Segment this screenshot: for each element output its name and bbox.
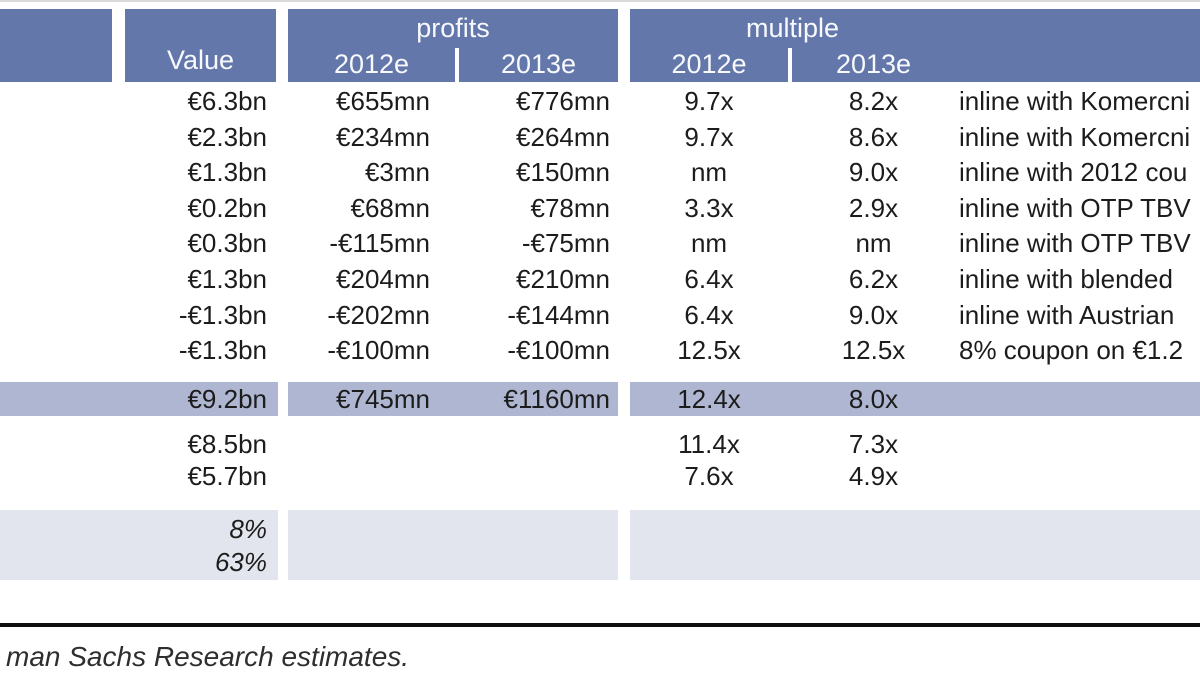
cell-multiple-2012e: nm bbox=[690, 228, 728, 259]
cell-value: €1.3bn bbox=[187, 264, 267, 294]
cell-profits-2013e: €264mn bbox=[516, 121, 610, 152]
highlight-band bbox=[288, 382, 618, 416]
top-divider-line bbox=[0, 0, 1200, 2]
cell-multiple-2013e: 9.0x bbox=[848, 157, 899, 188]
table-row: €8.5bn 11.4x 7.3x bbox=[0, 428, 1200, 460]
cell-profits-2012e: €745mn bbox=[336, 384, 430, 414]
header-column-divider bbox=[788, 48, 792, 82]
cell-profits-2013e: -€100mn bbox=[507, 335, 610, 366]
header-value-block: Value bbox=[125, 9, 276, 82]
cell-comment: inline with blended bbox=[959, 264, 1173, 294]
table-row: -€1.3bn -€100mn -€100mn 12.5x 12.5x 8% coupon… bbox=[0, 333, 1200, 369]
cell-value: -€1.3bn bbox=[178, 299, 267, 330]
table-row: €6.3bn €655mn €776mn 9.7x 8.2x inline with Ko… bbox=[0, 84, 1200, 120]
column-header-value: Value bbox=[166, 45, 235, 75]
cell-multiple-2012e: 6.4x bbox=[684, 299, 734, 330]
column-header-profits-2013e: 2013e bbox=[500, 49, 577, 79]
highlight-band bbox=[0, 382, 278, 416]
cell-profits-2012e: €3mn bbox=[364, 157, 430, 188]
cell-value: 8% bbox=[229, 514, 267, 544]
header-profits-block: profits 2012e 2013e bbox=[288, 9, 618, 82]
cell-multiple-2012e: 12.5x bbox=[677, 335, 741, 366]
column-header-profits-2012e: 2012e bbox=[333, 49, 410, 79]
header-multiple-block: multiple 2012e 2013e bbox=[630, 9, 1200, 82]
table-row: 8% bbox=[0, 513, 1200, 546]
cell-profits-2012e: -€202mn bbox=[327, 299, 430, 330]
column-header-multiple-2012e: 2012e bbox=[671, 49, 747, 79]
cell-comment: inline with OTP TBV bbox=[959, 228, 1191, 259]
cell-comment: inline with Komercni bbox=[959, 86, 1191, 116]
cell-value: €1.3bn bbox=[187, 157, 267, 188]
cell-value: €5.7bn bbox=[187, 461, 267, 491]
cell-multiple-2012e: 3.3x bbox=[684, 192, 734, 223]
cell-multiple-2013e: nm bbox=[855, 228, 892, 259]
cell-profits-2012e: €234mn bbox=[336, 121, 430, 152]
group-header-multiple: multiple bbox=[745, 13, 840, 43]
cell-value: 63% bbox=[214, 547, 267, 577]
cell-multiple-2012e: nm bbox=[690, 157, 728, 188]
table-row: €1.3bn €204mn €210mn 6.4x 6.2x inline with bl… bbox=[0, 262, 1200, 298]
cell-value: -€1.3bn bbox=[178, 335, 267, 366]
cell-multiple-2012e: 12.4x bbox=[677, 384, 741, 414]
header-label-column-block bbox=[0, 9, 112, 82]
table-row: 63% bbox=[0, 546, 1200, 579]
source-note: man Sachs Research estimates. bbox=[6, 641, 410, 672]
cell-value: €0.2bn bbox=[187, 192, 267, 223]
cell-multiple-2013e: 9.0x bbox=[848, 299, 899, 330]
cell-multiple-2013e: 4.9x bbox=[848, 461, 899, 491]
table-total-row: €9.2bn €745mn €1160mn 12.4x 8.0x bbox=[0, 382, 1200, 416]
column-header-multiple-2013e: 2013e bbox=[835, 49, 912, 79]
shaded-section-left bbox=[0, 510, 278, 580]
header-column-divider bbox=[455, 48, 459, 82]
cell-multiple-2012e: 7.6x bbox=[684, 461, 734, 491]
table-row: €0.2bn €68mn €78mn 3.3x 2.9x inline with OTP … bbox=[0, 191, 1200, 227]
table-row: €2.3bn €234mn €264mn 9.7x 8.6x inline with Ko… bbox=[0, 120, 1200, 156]
cell-profits-2012e: €655mn bbox=[336, 86, 430, 116]
cell-multiple-2012e: 11.4x bbox=[678, 429, 740, 459]
highlight-band bbox=[630, 382, 1200, 416]
cell-multiple-2012e: 6.4x bbox=[684, 264, 734, 294]
cell-multiple-2013e: 8.0x bbox=[848, 384, 899, 414]
cell-multiple-2013e: 6.2x bbox=[848, 264, 899, 294]
table-row: €5.7bn 7.6x 4.9x bbox=[0, 460, 1200, 492]
cell-profits-2013e: €776mn bbox=[516, 86, 610, 116]
table-row: €1.3bn €3mn €150mn nm 9.0x inline with 2012 c… bbox=[0, 155, 1200, 191]
cell-profits-2013e: €1160mn bbox=[503, 384, 611, 414]
cell-comment: inline with OTP TBV bbox=[959, 192, 1191, 223]
cell-profits-2013e: €150mn bbox=[516, 157, 610, 188]
bottom-rule bbox=[0, 623, 1200, 627]
cell-profits-2012e: €68mn bbox=[350, 192, 431, 223]
shaded-section-middle bbox=[288, 510, 618, 580]
cell-multiple-2013e: 8.2x bbox=[848, 86, 899, 116]
cell-multiple-2013e: 12.5x bbox=[841, 335, 906, 366]
cell-multiple-2012e: 9.7x bbox=[684, 86, 734, 116]
cell-comment: 8% coupon on €1.2 bbox=[959, 335, 1184, 366]
cell-profits-2013e: -€144mn bbox=[507, 299, 610, 330]
cell-comment: inline with Austrian bbox=[959, 299, 1175, 330]
table-row: -€1.3bn -€202mn -€144mn 6.4x 9.0x inline with… bbox=[0, 298, 1200, 334]
cell-multiple-2013e: 7.3x bbox=[848, 429, 899, 459]
cell-comment: inline with 2012 cou bbox=[959, 157, 1188, 188]
cell-profits-2013e: -€75mn bbox=[521, 228, 610, 259]
cell-multiple-2013e: 2.9x bbox=[848, 192, 899, 223]
group-header-profits: profits bbox=[416, 13, 490, 43]
cell-profits-2012e: -€100mn bbox=[327, 335, 430, 366]
shaded-section-right bbox=[630, 510, 1200, 580]
cell-profits-2013e: €210mn bbox=[516, 264, 610, 294]
cell-multiple-2013e: 8.6x bbox=[848, 121, 899, 152]
cell-value: €8.5bn bbox=[187, 429, 267, 459]
cell-comment: inline with Komercni bbox=[959, 121, 1191, 152]
table-row: €0.3bn -€115mn -€75mn nm nm inline with OTP T… bbox=[0, 226, 1200, 262]
cell-value: €6.3bn bbox=[187, 86, 267, 116]
cell-profits-2012e: -€115mn bbox=[329, 228, 430, 259]
cell-value: €9.2bn bbox=[187, 384, 267, 414]
cell-value: €2.3bn bbox=[187, 121, 267, 152]
cell-multiple-2012e: 9.7x bbox=[684, 121, 734, 152]
cell-value: €0.3bn bbox=[187, 228, 267, 259]
cell-profits-2013e: €78mn bbox=[530, 192, 611, 223]
cell-profits-2012e: €204mn bbox=[336, 264, 430, 294]
